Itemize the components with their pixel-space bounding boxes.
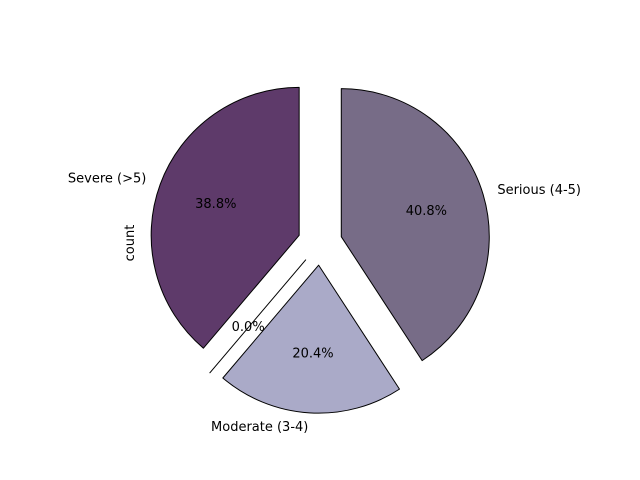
pie-slice-1	[209, 259, 307, 374]
category-label-2: Moderate (3-4)	[211, 420, 308, 435]
category-label-0: Severe (>5)	[68, 172, 146, 187]
category-label-3: Serious (4-5)	[497, 183, 581, 198]
pie-slice-3	[340, 88, 490, 362]
pie-slice-2	[222, 264, 400, 414]
pct-label-3: 40.8%	[406, 204, 447, 219]
pct-label-1: 0.0%	[232, 320, 265, 335]
pie-slice-0	[150, 86, 300, 349]
pie-labels: 38.8% Severe (>5) 0.0% 20.4% Moderate (3-4) 4…	[68, 172, 581, 435]
pct-label-2: 20.4%	[292, 346, 333, 361]
pie-slices	[150, 86, 490, 414]
y-axis-label: count	[123, 225, 138, 262]
pct-label-0: 38.8%	[195, 197, 236, 212]
